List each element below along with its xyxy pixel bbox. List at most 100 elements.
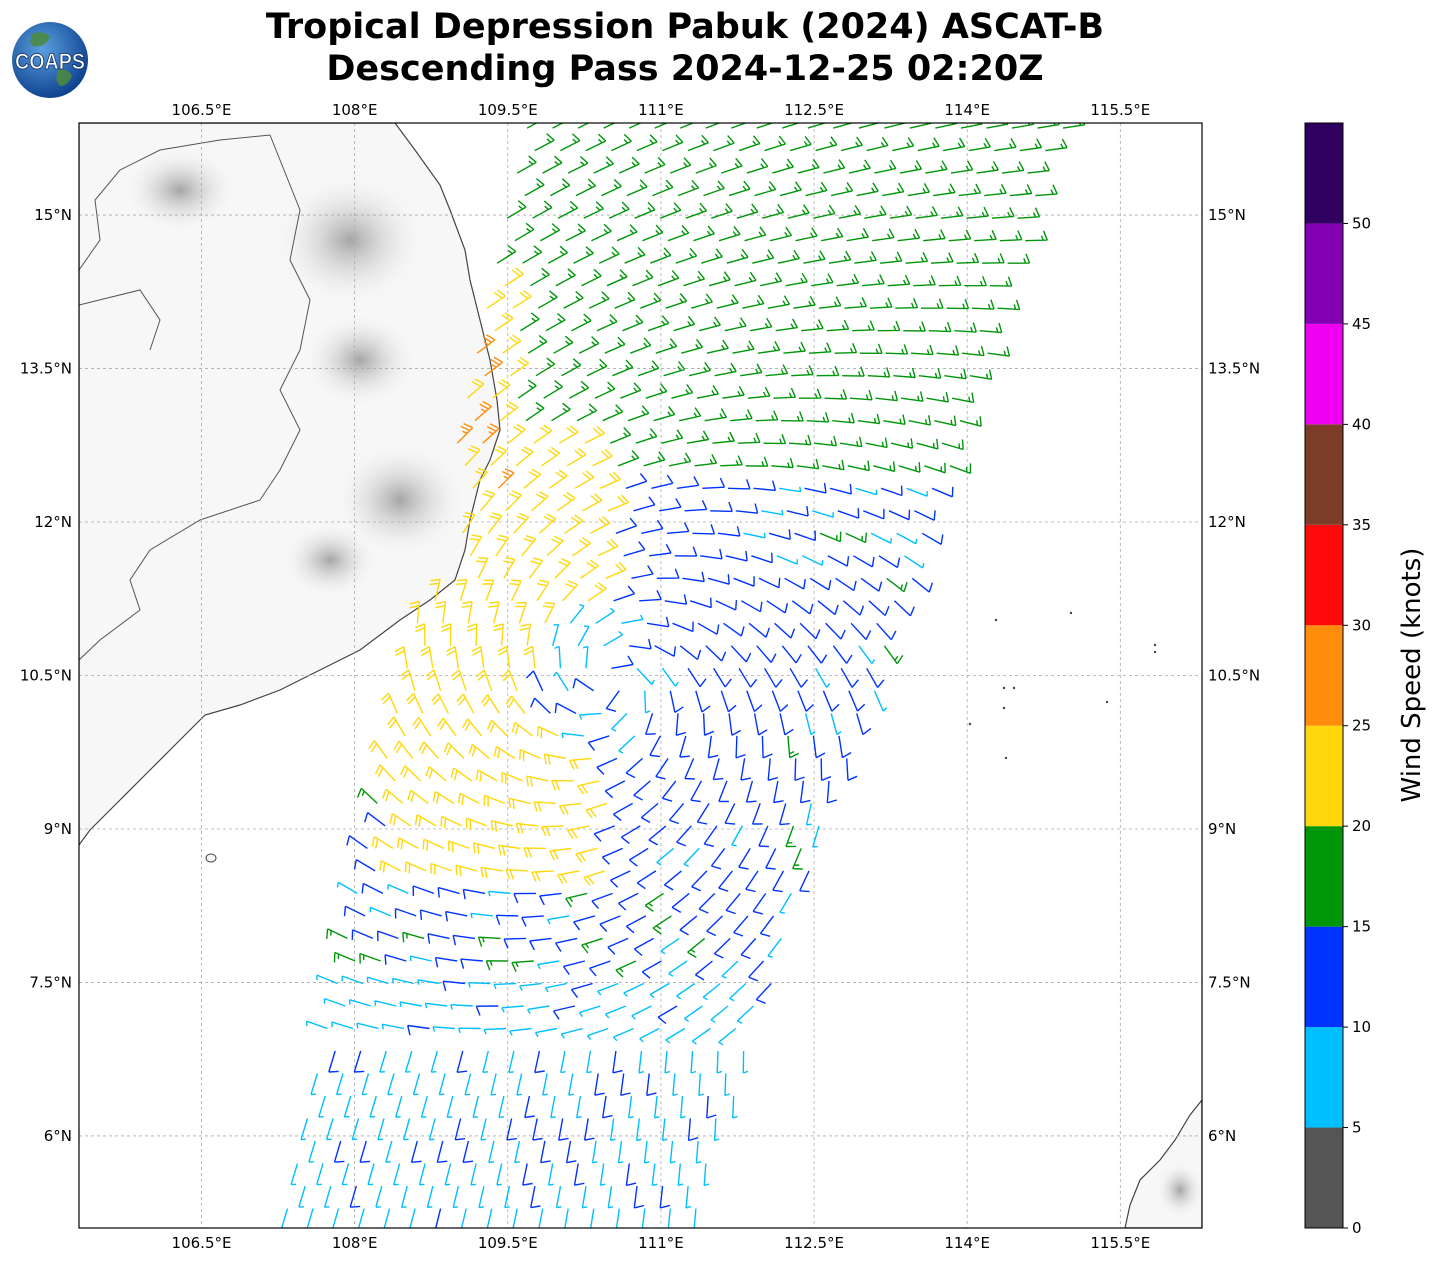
wind-barb	[493, 745, 516, 759]
wind-barb	[341, 975, 364, 985]
wind-barb	[781, 645, 802, 664]
wind-barb	[585, 802, 608, 819]
wind-barb	[823, 159, 846, 174]
wind-barb	[820, 758, 832, 782]
wind-barb	[718, 870, 733, 892]
wind-barb	[769, 226, 793, 242]
wind-barb	[549, 847, 572, 861]
wind-barb	[520, 312, 540, 332]
wind-barb	[571, 313, 592, 332]
wind-barb	[486, 289, 506, 309]
wind-barb	[654, 123, 669, 129]
wind-barb	[779, 893, 792, 914]
wind-barb	[786, 506, 809, 517]
wind-barb	[412, 885, 435, 897]
wind-barb	[836, 273, 860, 287]
wind-barb	[604, 336, 626, 354]
wind-barb	[400, 1185, 408, 1208]
wind-barbs	[280, 123, 1086, 1228]
wind-barb	[521, 535, 537, 557]
wind-barb	[943, 137, 966, 152]
wind-barb	[494, 312, 514, 332]
wind-barb	[888, 509, 911, 521]
lat-tick-label-right: 13.5°N	[1208, 360, 1260, 378]
wind-barb	[581, 268, 602, 287]
wind-barb	[323, 1185, 332, 1208]
wind-barb	[420, 645, 434, 669]
wind-barb	[605, 561, 627, 579]
wind-barb	[893, 600, 915, 617]
wind-barb	[399, 1001, 422, 1008]
wind-barb	[573, 915, 595, 931]
wind-barb	[969, 369, 993, 380]
wind-barb	[536, 960, 560, 970]
wind-barb	[642, 224, 664, 242]
wind-barb	[904, 555, 925, 569]
lat-tick-label-right: 15°N	[1208, 206, 1246, 224]
wind-barb	[782, 123, 801, 129]
wind-barb	[470, 912, 493, 919]
wind-barb	[895, 298, 919, 309]
colorbar: 0 5 10 15 20 25 30 35 40 45 50	[1304, 122, 1371, 1237]
wind-barb	[462, 1140, 474, 1164]
wind-barb	[718, 1027, 737, 1046]
wind-barb	[366, 976, 389, 985]
wind-barb	[669, 157, 692, 174]
wind-barb	[437, 717, 457, 737]
wind-barb	[734, 271, 757, 287]
wind-barb	[419, 909, 442, 920]
wind-barb	[664, 594, 688, 605]
colorbar-tick-label: 20	[1352, 817, 1371, 835]
wind-barb	[687, 1118, 699, 1142]
wind-barb	[605, 690, 620, 712]
wind-barb	[803, 250, 826, 264]
wind-barb	[948, 229, 972, 242]
wind-barb	[657, 1005, 678, 1025]
wind-barb	[514, 222, 535, 242]
wind-barb	[755, 983, 772, 1004]
wind-barb	[755, 410, 779, 422]
wind-barb	[444, 1163, 452, 1186]
wind-barb	[506, 200, 527, 219]
wind-barb	[649, 735, 661, 758]
wind-barb	[541, 825, 564, 837]
wind-barb	[812, 825, 820, 848]
wind-barb	[858, 645, 876, 665]
wind-barb	[738, 848, 751, 870]
wind-barb	[661, 429, 684, 444]
wind-barb	[495, 534, 510, 557]
wind-barb	[583, 870, 606, 886]
wind-barb	[581, 1185, 588, 1209]
wind-barb	[512, 289, 532, 309]
wind-barb	[437, 886, 460, 898]
wind-barb	[465, 817, 488, 830]
wind-barb	[458, 792, 480, 806]
wind-barb	[495, 914, 519, 926]
wind-barb	[643, 1140, 650, 1164]
wind-barb	[757, 341, 781, 354]
wind-barb	[539, 892, 562, 906]
wind-barb	[766, 600, 789, 614]
wind-barb	[693, 1208, 697, 1228]
wind-barb	[868, 600, 890, 617]
wind-barb	[407, 789, 429, 804]
wind-barb	[705, 645, 727, 662]
wind-barb	[840, 136, 863, 152]
wind-barb	[688, 361, 712, 377]
wind-barb	[846, 228, 870, 242]
wind-barb	[615, 960, 637, 978]
wind-barb	[713, 135, 735, 152]
wind-barb	[581, 937, 603, 954]
wind-barb	[907, 183, 931, 197]
wind-barb	[930, 252, 954, 264]
wind-barb	[580, 559, 599, 579]
wind-barb	[656, 847, 675, 866]
wind-barb	[722, 385, 745, 399]
wind-barb	[681, 338, 704, 354]
wind-barb	[936, 345, 960, 356]
wind-barb	[612, 1050, 623, 1074]
wind-barb	[889, 205, 913, 219]
wind-barb	[905, 251, 929, 264]
wind-barb	[941, 439, 964, 451]
wind-barb	[612, 1027, 634, 1042]
